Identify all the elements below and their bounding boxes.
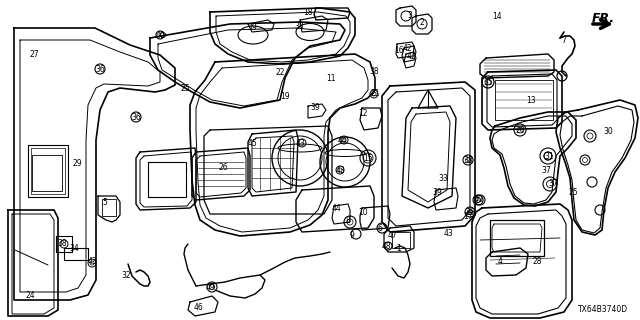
Text: 3: 3	[408, 11, 412, 20]
Text: FR.: FR.	[592, 12, 615, 25]
Text: 27: 27	[29, 50, 39, 59]
Text: 44: 44	[338, 135, 348, 145]
Text: 37: 37	[548, 179, 558, 188]
Text: 38: 38	[369, 67, 379, 76]
Text: 42: 42	[402, 44, 412, 52]
Bar	[495, 80, 553, 120]
Text: 24: 24	[25, 291, 35, 300]
Text: 28: 28	[532, 258, 541, 267]
Text: 38: 38	[294, 21, 304, 30]
Text: 15: 15	[363, 154, 373, 163]
Text: 44: 44	[331, 204, 341, 212]
Text: 4: 4	[497, 258, 502, 267]
Text: 36: 36	[95, 65, 105, 74]
Text: 12: 12	[358, 108, 368, 117]
Text: 5: 5	[102, 197, 108, 206]
Bar	[28, 145, 68, 197]
Text: 14: 14	[492, 12, 502, 20]
Text: 40: 40	[474, 195, 484, 204]
Text: 43: 43	[87, 257, 97, 266]
Text: 16: 16	[394, 45, 404, 54]
Text: 45: 45	[247, 139, 257, 148]
Text: 19: 19	[280, 92, 290, 100]
Text: 21: 21	[371, 89, 380, 98]
Text: 49: 49	[206, 283, 216, 292]
Text: 17: 17	[463, 212, 473, 220]
Text: 30: 30	[603, 126, 613, 135]
Text: 33: 33	[438, 173, 448, 182]
Text: 39: 39	[432, 188, 442, 196]
Text: 48: 48	[381, 242, 391, 251]
Text: TX64B3740D: TX64B3740D	[578, 305, 628, 314]
Text: 39: 39	[310, 102, 320, 111]
Text: 46: 46	[193, 302, 203, 311]
Text: 43: 43	[443, 228, 453, 237]
Text: 9: 9	[349, 230, 355, 239]
Text: 11: 11	[326, 74, 336, 83]
Text: 34: 34	[69, 244, 79, 252]
Text: 7: 7	[561, 36, 566, 44]
Text: 25: 25	[180, 84, 190, 92]
Text: 31: 31	[544, 151, 554, 161]
Text: 20: 20	[515, 125, 525, 134]
Text: 36: 36	[465, 207, 475, 217]
Text: 8: 8	[346, 215, 350, 225]
Text: 26: 26	[218, 163, 228, 172]
Text: 29: 29	[72, 158, 82, 167]
Text: 43: 43	[296, 139, 306, 148]
Text: 40: 40	[155, 30, 165, 39]
Text: 22: 22	[275, 68, 285, 76]
Bar	[148, 162, 186, 197]
Bar	[490, 220, 544, 256]
Text: 13: 13	[526, 95, 536, 105]
Bar	[31, 148, 65, 194]
Text: 2: 2	[420, 18, 424, 27]
Text: 42: 42	[406, 52, 416, 60]
Text: 43: 43	[335, 165, 345, 174]
Bar	[392, 232, 410, 248]
Text: 47: 47	[388, 230, 398, 239]
Text: 39: 39	[247, 22, 257, 31]
Text: 25: 25	[568, 188, 578, 196]
Text: 10: 10	[358, 207, 368, 217]
Text: 18: 18	[303, 7, 313, 17]
Text: 35: 35	[483, 77, 493, 86]
Bar	[32, 155, 62, 191]
Text: 38: 38	[57, 238, 67, 247]
Text: 6: 6	[378, 223, 383, 233]
Text: 36: 36	[131, 113, 141, 122]
Text: 38: 38	[463, 156, 473, 164]
Text: 32: 32	[121, 271, 131, 281]
Text: 1: 1	[397, 244, 401, 252]
Text: 37: 37	[541, 165, 551, 174]
Bar	[102, 199, 116, 216]
